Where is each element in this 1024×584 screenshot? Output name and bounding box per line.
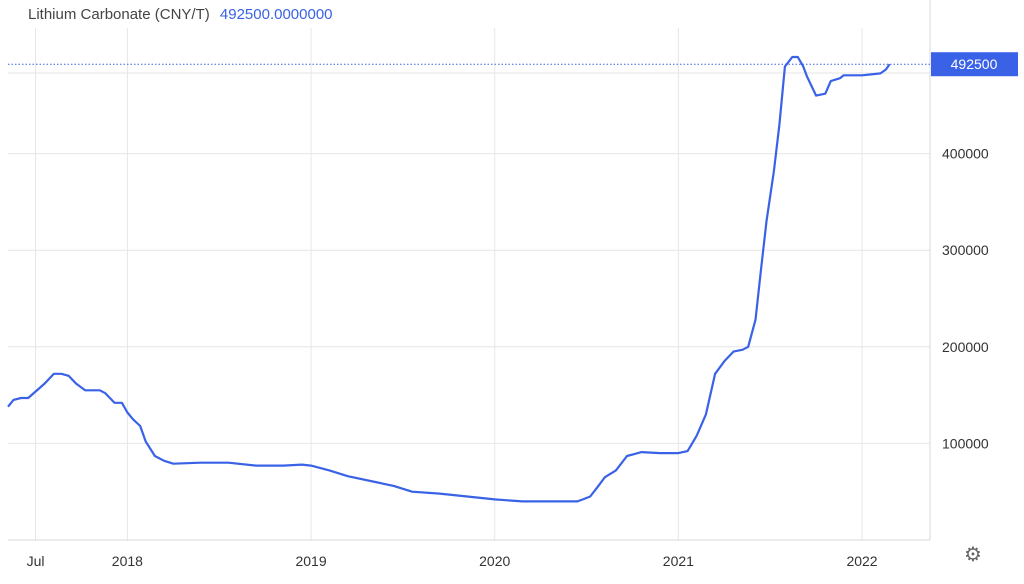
last-price-badge: [931, 52, 1018, 77]
x-tick-label: 2022: [846, 553, 877, 569]
chart-header: Lithium Carbonate (CNY/T) 492500.0000000: [28, 6, 333, 23]
y-tick-label: 200000: [942, 339, 989, 355]
x-tick-label: 2020: [479, 553, 510, 569]
last-price-label: 492500: [951, 56, 998, 72]
x-tick-label: 2019: [295, 553, 326, 569]
x-tick-label: 2021: [663, 553, 694, 569]
y-tick-label: 100000: [942, 435, 989, 451]
price-series-line: [7, 55, 891, 503]
y-tick-label: 300000: [942, 242, 989, 258]
x-tick-label: 2018: [112, 553, 143, 569]
settings-gear-icon[interactable]: ⚙: [964, 544, 982, 566]
x-tick-label: Jul: [27, 553, 45, 569]
last-value-readout: 492500.0000000: [219, 6, 333, 23]
chart-title: Lithium Carbonate (CNY/T): [28, 6, 210, 23]
y-tick-label: 400000: [942, 146, 989, 162]
